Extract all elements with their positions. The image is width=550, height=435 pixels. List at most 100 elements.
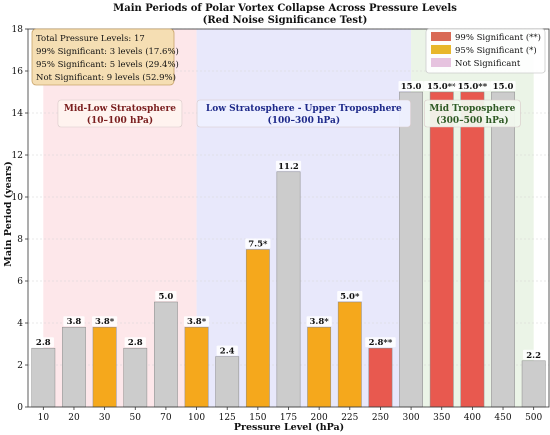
bar-label-background-350 bbox=[423, 81, 460, 91]
bar-label-background-20 bbox=[63, 316, 85, 327]
bar-225 bbox=[337, 301, 362, 408]
x-tick-label-225: 225 bbox=[341, 413, 358, 423]
bar-label-background-500 bbox=[523, 349, 545, 360]
y-tick-label-9: 18 bbox=[12, 25, 24, 35]
bar-250 bbox=[368, 347, 393, 408]
bar-label-background-200 bbox=[306, 316, 332, 327]
x-tick-label-30: 30 bbox=[99, 413, 111, 423]
bar-350 bbox=[429, 91, 454, 408]
bar-label-background-400 bbox=[454, 81, 491, 91]
x-tick-label-20: 20 bbox=[68, 413, 80, 423]
y-tick-label-7: 14 bbox=[12, 109, 24, 119]
bar-label-background-300 bbox=[398, 81, 424, 91]
legend-swatch-95 bbox=[431, 45, 451, 54]
y-tick-label-6: 12 bbox=[12, 151, 23, 161]
bar-label-400: 15.0** bbox=[458, 82, 488, 92]
region-label-title-1: Low Stratosphere - Upper Troposphere bbox=[206, 104, 402, 114]
x-tick-label-125: 125 bbox=[219, 413, 236, 423]
bar-500 bbox=[521, 360, 546, 408]
bar-label-background-225 bbox=[337, 291, 363, 301]
summary-line-none: Not Significant: 9 levels (52.9%) bbox=[36, 72, 176, 83]
region-label-range-2: (300–500 hPa) bbox=[436, 115, 509, 126]
bar-label-50: 2.8 bbox=[128, 338, 143, 348]
bar-label-background-30 bbox=[92, 316, 118, 327]
x-tick-label-500: 500 bbox=[525, 413, 542, 423]
bar-label-20: 3.8 bbox=[67, 317, 82, 327]
bar-label-150: 7.5* bbox=[248, 240, 268, 250]
bar-label-70: 5.0 bbox=[159, 292, 174, 302]
bar-10 bbox=[31, 347, 56, 408]
x-tick-label-150: 150 bbox=[249, 413, 266, 423]
bar-labels: 2.8 3.8 3.8* 2.8 5.0 3.8* 2.4 7.5* 11.2 3.8* 5.0* 2… bbox=[32, 81, 545, 361]
bar-label-background-125 bbox=[216, 345, 238, 356]
bar-label-125: 2.4 bbox=[220, 347, 235, 357]
summary-line-95: 95% Significant: 5 levels (29.4%) bbox=[36, 59, 179, 70]
bar-20 bbox=[62, 326, 86, 408]
bar-label-300: 15.0 bbox=[401, 82, 422, 92]
y-axis-label: Main Period (years) bbox=[3, 161, 14, 266]
x-tick-label-350: 350 bbox=[433, 413, 450, 423]
bar-label-background-450 bbox=[490, 81, 516, 91]
bar-30 bbox=[92, 326, 117, 408]
chart-subtitle: (Red Noise Significance Test) bbox=[203, 15, 368, 26]
legend-label-99: 99% Significant (**) bbox=[455, 32, 541, 43]
legend-label-95: 95% Significant (*) bbox=[455, 45, 537, 56]
bar-label-background-10 bbox=[32, 337, 54, 348]
bar-label-350: 15.0** bbox=[427, 82, 457, 92]
bar-100 bbox=[184, 326, 209, 408]
x-tick-label-400: 400 bbox=[464, 413, 481, 423]
region-label-title-2: Mid Troposphere bbox=[429, 104, 515, 114]
bar-400 bbox=[460, 91, 485, 408]
x-tick-label-200: 200 bbox=[311, 413, 328, 423]
bar-label-175: 11.2 bbox=[278, 162, 299, 172]
bar-label-background-250 bbox=[365, 337, 396, 348]
region-label-box-0 bbox=[57, 99, 183, 128]
x-axis-label: Pressure Level (hPa) bbox=[234, 422, 344, 433]
y-tick-label-5: 10 bbox=[12, 193, 24, 203]
x-tick-label-450: 450 bbox=[494, 413, 511, 423]
bar-label-30: 3.8* bbox=[95, 317, 115, 327]
bar-200 bbox=[307, 326, 332, 408]
bar-label-10: 2.8 bbox=[36, 338, 51, 348]
bar-175 bbox=[276, 171, 301, 408]
x-tick-label-175: 175 bbox=[280, 413, 297, 423]
region-label-box-2 bbox=[424, 99, 521, 128]
bar-50 bbox=[123, 347, 148, 408]
region-label-range-1: (100–300 hPa) bbox=[268, 115, 341, 126]
x-tick-label-100: 100 bbox=[188, 413, 205, 423]
bars bbox=[31, 91, 546, 408]
legend-swatch-99 bbox=[431, 32, 451, 41]
summary-box: Total Pressure Levels: 17 99% Significan… bbox=[31, 28, 179, 86]
bar-125 bbox=[215, 356, 240, 408]
x-tick-label-250: 250 bbox=[372, 413, 389, 423]
axes: 0 2 4 6 8 10 12 14 16 18 10 20 30 50 70 100 125 150 175 200… bbox=[12, 25, 550, 423]
legend-swatch-none bbox=[431, 58, 451, 67]
bar-label-500: 2.2 bbox=[526, 351, 541, 361]
bar-label-225: 5.0* bbox=[340, 292, 360, 302]
region-labels: Mid-Low Stratosphere(10–100 hPa) Low Stra… bbox=[57, 99, 521, 128]
bar-label-450: 15.0 bbox=[493, 82, 514, 92]
x-tick-label-10: 10 bbox=[38, 413, 50, 423]
y-tick-label-4: 8 bbox=[17, 235, 23, 245]
y-tick-label-2: 4 bbox=[17, 319, 23, 329]
bar-300 bbox=[399, 91, 423, 408]
x-tick-label-300: 300 bbox=[402, 413, 419, 423]
legend: 99% Significant (**) 95% Significant (*)… bbox=[425, 28, 546, 74]
bar-label-250: 2.8** bbox=[369, 338, 393, 348]
y-tick-label-8: 16 bbox=[12, 67, 24, 77]
bar-label-100: 3.8* bbox=[187, 317, 207, 327]
bar-label-background-150 bbox=[245, 238, 271, 249]
bar-label-background-50 bbox=[124, 337, 146, 348]
summary-line-total: Total Pressure Levels: 17 bbox=[36, 34, 145, 44]
x-tick-label-50: 50 bbox=[130, 413, 142, 423]
bar-70 bbox=[154, 301, 178, 408]
legend-label-none: Not Significant bbox=[455, 59, 521, 69]
bar-label-background-70 bbox=[155, 291, 177, 301]
summary-line-99: 99% Significant: 3 levels (17.6%) bbox=[36, 46, 179, 57]
bar-label-background-100 bbox=[183, 316, 210, 327]
y-tick-label-3: 6 bbox=[17, 277, 23, 287]
bar-450 bbox=[491, 91, 515, 408]
bar-150 bbox=[245, 249, 270, 408]
x-tick-label-70: 70 bbox=[160, 413, 172, 423]
